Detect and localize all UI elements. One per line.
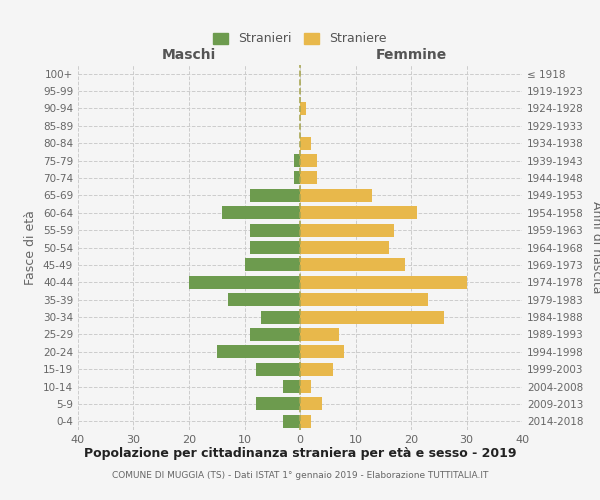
Bar — [300, 224, 394, 236]
Text: COMUNE DI MUGGIA (TS) - Dati ISTAT 1° gennaio 2019 - Elaborazione TUTTITALIA.IT: COMUNE DI MUGGIA (TS) - Dati ISTAT 1° ge… — [112, 470, 488, 480]
Bar — [300, 293, 428, 306]
Bar — [300, 136, 311, 149]
Bar — [261, 310, 300, 324]
Bar — [256, 362, 300, 376]
Bar — [300, 276, 467, 289]
Bar — [300, 346, 344, 358]
Bar — [300, 328, 339, 341]
Bar — [300, 102, 305, 115]
Bar — [300, 362, 334, 376]
Bar — [283, 415, 300, 428]
Bar — [283, 380, 300, 393]
Bar — [250, 224, 300, 236]
Bar — [250, 189, 300, 202]
Bar — [228, 293, 300, 306]
Bar — [295, 154, 300, 167]
Bar — [217, 346, 300, 358]
Bar — [300, 189, 372, 202]
Bar — [245, 258, 300, 272]
Bar — [300, 380, 311, 393]
Bar — [250, 241, 300, 254]
Bar — [300, 154, 317, 167]
Text: Femmine: Femmine — [376, 48, 446, 62]
Bar — [300, 206, 416, 220]
Y-axis label: Anni di nascita: Anni di nascita — [590, 201, 600, 294]
Bar — [300, 172, 317, 184]
Legend: Stranieri, Straniere: Stranieri, Straniere — [208, 28, 392, 50]
Bar — [300, 258, 406, 272]
Bar — [300, 310, 444, 324]
Bar — [250, 328, 300, 341]
Bar — [295, 172, 300, 184]
Bar — [300, 241, 389, 254]
Bar — [222, 206, 300, 220]
Bar — [256, 398, 300, 410]
Text: Popolazione per cittadinanza straniera per età e sesso - 2019: Popolazione per cittadinanza straniera p… — [84, 448, 516, 460]
Y-axis label: Fasce di età: Fasce di età — [25, 210, 37, 285]
Bar — [300, 415, 311, 428]
Text: Maschi: Maschi — [162, 48, 216, 62]
Bar — [189, 276, 300, 289]
Bar — [300, 398, 322, 410]
